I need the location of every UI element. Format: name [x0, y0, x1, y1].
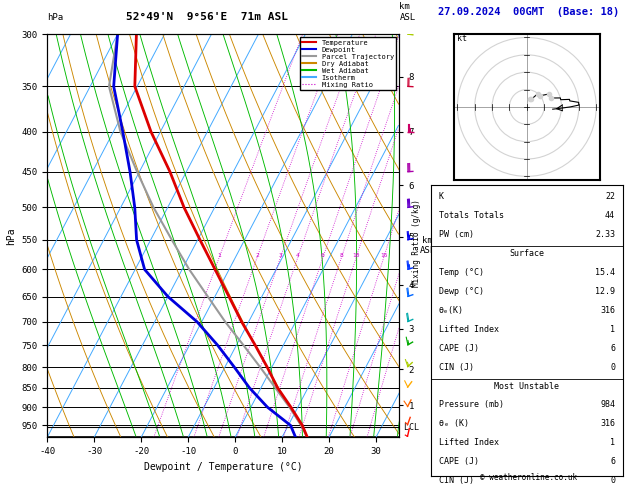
Text: θₑ (K): θₑ (K)	[438, 419, 469, 429]
Text: 1: 1	[610, 325, 615, 334]
Text: 0: 0	[610, 476, 615, 486]
Text: 1: 1	[217, 253, 221, 258]
Text: 15: 15	[380, 253, 387, 258]
Text: 3: 3	[279, 253, 282, 258]
Text: PW (cm): PW (cm)	[438, 230, 474, 239]
Text: 316: 316	[600, 419, 615, 429]
X-axis label: Dewpoint / Temperature (°C): Dewpoint / Temperature (°C)	[144, 462, 303, 472]
Text: Pressure (mb): Pressure (mb)	[438, 400, 504, 410]
Text: hPa: hPa	[47, 13, 64, 22]
Text: CAPE (J): CAPE (J)	[438, 344, 479, 353]
Text: 6: 6	[321, 253, 325, 258]
Text: Dewp (°C): Dewp (°C)	[438, 287, 484, 296]
Text: CIN (J): CIN (J)	[438, 476, 474, 486]
Text: 316: 316	[600, 306, 615, 315]
Text: CIN (J): CIN (J)	[438, 363, 474, 372]
Text: Most Unstable: Most Unstable	[494, 382, 559, 391]
Text: 4: 4	[296, 253, 299, 258]
Text: Totals Totals: Totals Totals	[438, 211, 504, 220]
Text: CAPE (J): CAPE (J)	[438, 457, 479, 467]
Text: 0: 0	[610, 363, 615, 372]
Text: 6: 6	[610, 457, 615, 467]
Text: Temp (°C): Temp (°C)	[438, 268, 484, 277]
Text: 27.09.2024  00GMT  (Base: 18): 27.09.2024 00GMT (Base: 18)	[438, 7, 619, 17]
Text: 1: 1	[610, 438, 615, 448]
Text: 10: 10	[352, 253, 360, 258]
Text: 2: 2	[255, 253, 259, 258]
Text: LCL: LCL	[399, 423, 420, 432]
Legend: Temperature, Dewpoint, Parcel Trajectory, Dry Adiabat, Wet Adiabat, Isotherm, Mi: Temperature, Dewpoint, Parcel Trajectory…	[300, 37, 396, 90]
Text: Surface: Surface	[509, 249, 544, 258]
Text: 2.33: 2.33	[595, 230, 615, 239]
Text: 8: 8	[340, 253, 343, 258]
Y-axis label: hPa: hPa	[6, 227, 16, 244]
Text: θₑ(K): θₑ(K)	[438, 306, 464, 315]
Text: 12.9: 12.9	[595, 287, 615, 296]
Text: 52°49'N  9°56'E  71m ASL: 52°49'N 9°56'E 71m ASL	[126, 12, 288, 22]
Y-axis label: km
ASL: km ASL	[420, 236, 436, 255]
Text: Mixing Ratio (g/kg): Mixing Ratio (g/kg)	[412, 199, 421, 287]
Text: 984: 984	[600, 400, 615, 410]
Text: 15.4: 15.4	[595, 268, 615, 277]
Text: km
ASL: km ASL	[399, 2, 416, 22]
Text: Lifted Index: Lifted Index	[438, 325, 499, 334]
Text: 22: 22	[605, 192, 615, 201]
Text: kt: kt	[457, 34, 467, 43]
Text: K: K	[438, 192, 443, 201]
Text: Lifted Index: Lifted Index	[438, 438, 499, 448]
Text: 6: 6	[610, 344, 615, 353]
Text: 44: 44	[605, 211, 615, 220]
Text: © weatheronline.co.uk: © weatheronline.co.uk	[480, 473, 577, 482]
